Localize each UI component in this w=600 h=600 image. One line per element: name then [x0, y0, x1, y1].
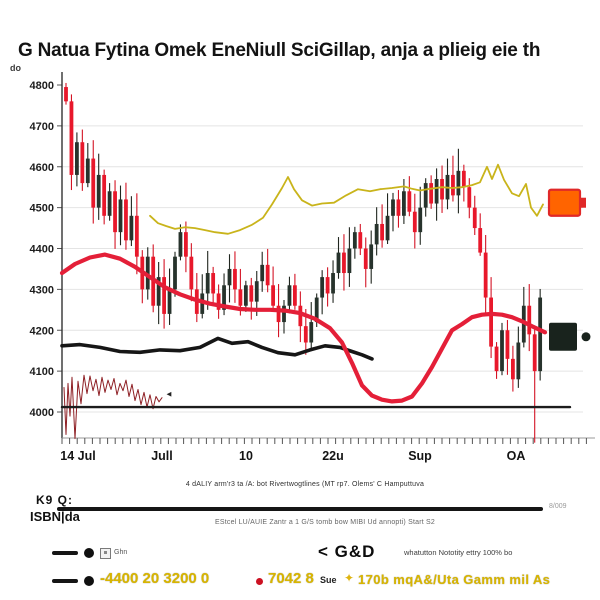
legend2-values: -4400 20 3200 0 [100, 570, 210, 587]
y-axis-tick-label: 4600 [30, 162, 54, 174]
chart-subcaption: EStcel LU/AUIE Zantr a 1 G/S tomb bow MI… [215, 519, 435, 526]
tag-dot [581, 332, 591, 342]
y-axis-tick-label: 4500 [30, 203, 54, 215]
black-ma-line [60, 336, 374, 361]
y-axis-tick-label: 4300 [30, 284, 54, 296]
y-axis-tick-label: 4400 [30, 244, 54, 256]
x-axis-tick-label: OA [507, 449, 526, 463]
oscillator-line [63, 374, 163, 440]
gold-ma-line [149, 163, 544, 235]
legend1-label: Ghn [114, 549, 128, 556]
provider-logo[interactable]: < G&D [318, 542, 376, 561]
legend2-dash-swatch[interactable] [52, 579, 78, 583]
legend2-values-2: 7042 8 [268, 570, 314, 587]
x-axis-tick-label: 10 [239, 449, 253, 463]
last-price-tag [549, 322, 577, 351]
chart-caption: 4 dALIY arm'r3 ta /A: bot Rivertwogtline… [185, 481, 425, 488]
candlestick-layer [64, 82, 543, 443]
legend2-dot-swatch[interactable] [84, 576, 94, 586]
legend1-dash-swatch[interactable] [52, 551, 78, 555]
red-ma-line [59, 252, 548, 404]
checkbox-grid-icon[interactable] [100, 548, 111, 559]
y-axis-tick-label: 4700 [30, 121, 54, 133]
legend2-right-text: 170b mqA&/Uta Gamm mil As [358, 572, 551, 587]
oscillator-end-marker: ◄ [165, 389, 173, 398]
range-label-secondary: ISBN|da [30, 509, 80, 524]
y-axis-tick-label: 4000 [30, 407, 54, 419]
title-sub-label: do [10, 63, 21, 73]
legend1-note: whatutton Nototity ettry 100% bo [404, 548, 513, 557]
x-axis-tick-label: Jull [151, 449, 173, 463]
star-icon: ✦ [344, 571, 355, 585]
x-axis-tick-label: 14 Jul [60, 449, 95, 463]
y-axis-tick-label: 4800 [30, 80, 54, 92]
legend2-suffix: Sue [320, 575, 337, 585]
legend1-dot-swatch[interactable] [84, 548, 94, 558]
gridlines: 4800 4700 4600 4500 4400 4300 4200 4100 4000 [30, 80, 583, 419]
gold-price-tag [547, 188, 582, 217]
x-axis-tick-label: 22u [322, 449, 344, 463]
y-axis-tick-label: 4200 [30, 325, 54, 337]
page-title: G Natua Fytina Omek EneNiull SciGillap, … [18, 40, 541, 61]
timeline-scrollbar[interactable] [57, 507, 543, 511]
legend2-red-dot [256, 578, 263, 585]
x-axis-tick-label: Sup [408, 449, 432, 463]
y-axis-tick-label: 4100 [30, 366, 54, 378]
scrollbar-value-label: 8/009 [549, 503, 567, 510]
range-label-primary: K9 Q: [36, 493, 74, 507]
